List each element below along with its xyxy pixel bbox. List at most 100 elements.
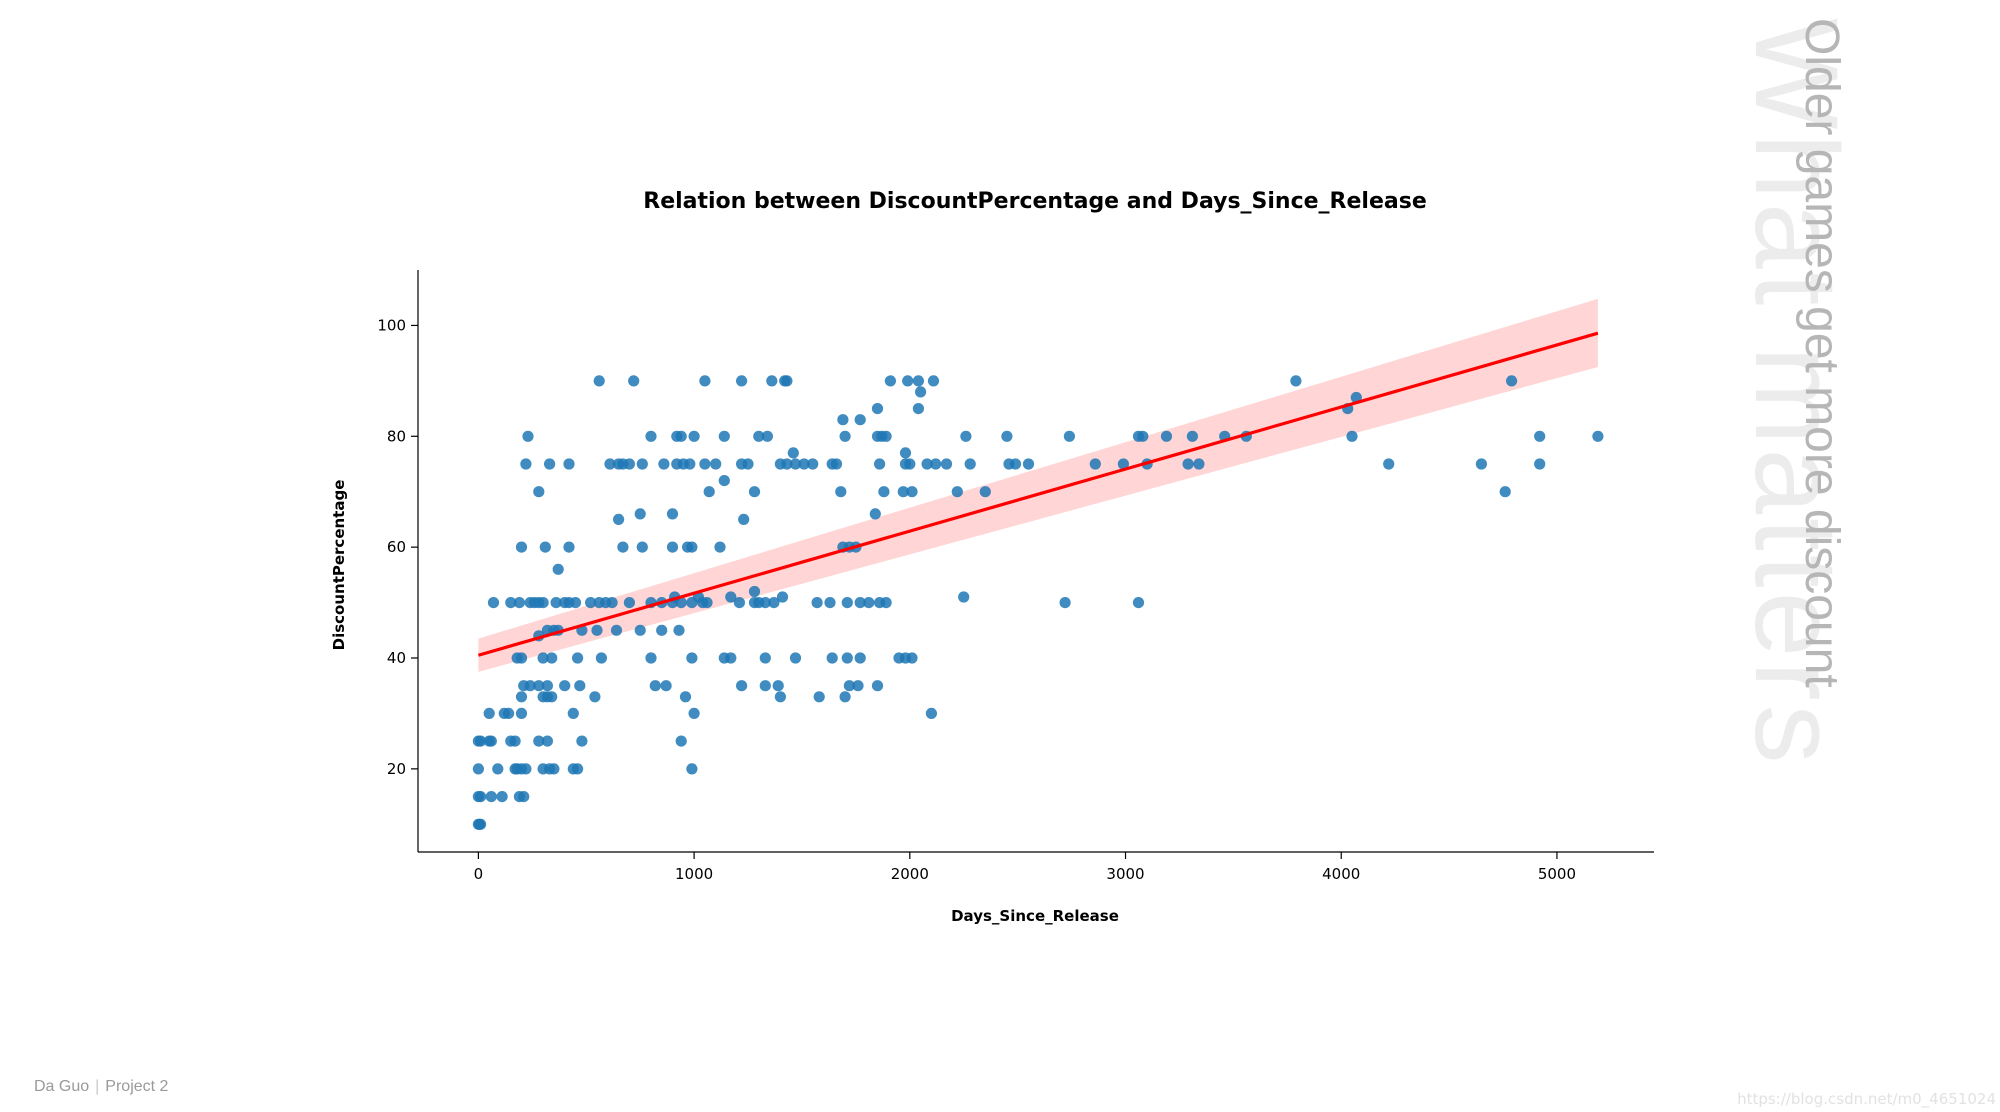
y-axis-label: DiscountPercentage	[330, 480, 348, 651]
data-point	[636, 458, 648, 470]
x-tick-label: 2000	[891, 865, 929, 883]
data-point	[826, 652, 838, 664]
confidence-band-layer	[478, 298, 1598, 672]
data-point	[539, 541, 551, 553]
data-point	[869, 508, 881, 520]
data-point	[871, 403, 884, 415]
data-point	[874, 458, 886, 470]
data-point	[688, 430, 700, 442]
data-point	[485, 791, 497, 803]
data-point	[623, 597, 636, 609]
data-point	[533, 486, 545, 498]
data-point	[940, 458, 953, 470]
axes-layer: 0 1000 2000 3000 4000 5000 20 40 60 80 100	[377, 270, 1654, 883]
data-point	[617, 541, 629, 553]
data-point	[628, 375, 640, 387]
data-point	[714, 541, 726, 553]
data-point	[699, 375, 711, 387]
data-point	[979, 486, 991, 498]
data-point	[884, 375, 897, 387]
data-point	[759, 680, 771, 692]
data-point	[675, 430, 687, 442]
data-point	[852, 680, 864, 692]
scatter-chart: 0 1000 2000 3000 4000 5000 20 40 60 80 100 Relatio…	[330, 189, 1654, 925]
data-point	[880, 597, 892, 609]
data-point	[515, 541, 528, 553]
data-point	[958, 591, 970, 603]
data-point	[472, 763, 484, 775]
data-point	[1132, 597, 1145, 609]
data-point	[899, 447, 912, 459]
data-point	[902, 375, 914, 387]
footer: Da Guo | Project 2	[34, 1078, 168, 1096]
data-point	[854, 597, 866, 609]
data-point	[658, 458, 670, 470]
data-point	[503, 707, 515, 720]
data-point	[520, 763, 532, 775]
data-point	[880, 430, 892, 442]
y-tick-label: 60	[387, 538, 406, 556]
data-point	[774, 691, 787, 703]
data-point	[567, 707, 579, 720]
data-point	[546, 691, 558, 703]
data-point	[634, 508, 646, 520]
data-point	[552, 563, 564, 575]
data-point	[768, 597, 780, 609]
data-point	[1592, 430, 1604, 442]
footer-project: Project 2	[105, 1078, 169, 1095]
data-point	[533, 680, 545, 692]
y-tick-label: 80	[387, 427, 406, 445]
data-point	[759, 597, 771, 609]
data-point	[710, 458, 722, 470]
data-point	[1022, 458, 1035, 470]
data-point	[897, 486, 909, 498]
data-point	[610, 624, 623, 636]
data-point	[951, 486, 963, 498]
data-point	[656, 624, 668, 636]
data-point	[1182, 458, 1194, 470]
data-point	[623, 458, 636, 470]
data-point	[634, 624, 646, 636]
data-point	[878, 486, 890, 498]
data-point	[572, 763, 584, 775]
data-point	[718, 475, 730, 487]
data-point	[483, 707, 495, 720]
data-point	[701, 597, 713, 609]
data-point	[585, 597, 597, 609]
data-point	[904, 458, 916, 470]
data-point	[548, 763, 560, 775]
data-point	[604, 458, 616, 470]
data-point	[522, 430, 534, 442]
data-point	[515, 652, 528, 664]
x-tick-label: 1000	[675, 865, 713, 883]
data-point	[1534, 458, 1546, 470]
data-point	[748, 585, 761, 598]
data-point	[684, 458, 696, 470]
data-point	[1499, 486, 1511, 498]
data-point	[839, 691, 851, 703]
data-point	[589, 691, 601, 703]
data-point	[798, 458, 810, 470]
data-point	[921, 458, 933, 470]
data-point	[1001, 430, 1013, 442]
data-point	[1506, 375, 1518, 387]
data-point	[666, 541, 679, 553]
data-point	[703, 486, 715, 498]
data-point	[742, 458, 754, 470]
data-point	[789, 652, 802, 664]
data-point	[1160, 430, 1173, 442]
data-point	[649, 680, 661, 692]
data-point	[1534, 430, 1546, 442]
data-point	[537, 652, 549, 664]
y-tick-label: 40	[387, 649, 406, 667]
data-point	[1383, 458, 1395, 470]
data-point	[686, 541, 698, 553]
data-point	[761, 430, 774, 442]
data-point	[613, 513, 625, 526]
data-point	[492, 763, 504, 775]
data-point	[906, 486, 918, 498]
data-point	[1063, 430, 1075, 442]
data-point	[772, 680, 784, 692]
data-point	[679, 691, 692, 703]
data-point	[843, 680, 856, 692]
